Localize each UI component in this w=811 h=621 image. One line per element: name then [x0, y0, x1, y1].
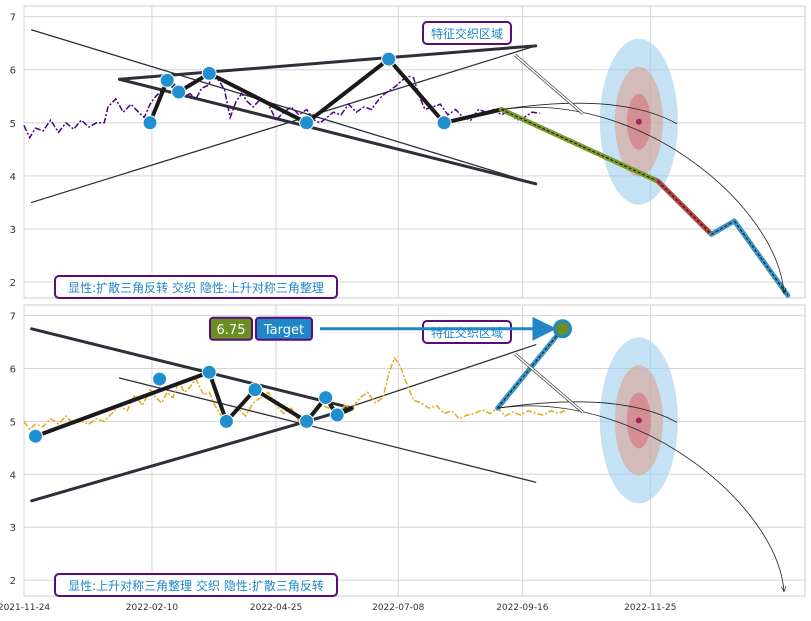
pivot-point — [152, 371, 168, 387]
x-tick-label: 2022-02-10 — [126, 603, 179, 613]
x-tick-label: 2022-09-16 — [496, 603, 549, 613]
y-tick-label: 2 — [10, 576, 16, 587]
target-point — [552, 319, 572, 339]
pattern-label-box — [54, 573, 338, 597]
pattern-label-box — [54, 275, 338, 299]
pivot-point — [201, 65, 217, 81]
forecast-dash — [657, 180, 712, 235]
pivot-point — [381, 51, 397, 67]
pattern-label: 显性:上升对称三角整理 交织 隐性:扩散三角反转 — [68, 578, 324, 593]
pattern-boundary-thick — [30, 406, 354, 503]
pivot-point — [142, 115, 158, 131]
pivot-point — [436, 115, 452, 131]
target-label-box — [255, 316, 313, 341]
y-tick-label: 7 — [10, 312, 16, 323]
y-tick-label: 4 — [10, 470, 16, 481]
y-tick-label: 3 — [10, 225, 16, 236]
y-tick-label: 6 — [10, 364, 16, 375]
y-tick-label: 5 — [10, 417, 16, 428]
target-value-box — [209, 316, 253, 341]
forecast-dash — [501, 109, 659, 182]
curve-arrow-long — [497, 405, 784, 592]
pivot-point — [299, 115, 315, 131]
pattern-boundary-thick — [30, 327, 354, 410]
pivot-point — [159, 72, 175, 88]
pivot-point — [201, 364, 217, 380]
forecast-dash — [733, 220, 789, 296]
y-tick-label: 4 — [10, 172, 16, 183]
annotation-pointer — [514, 353, 584, 413]
curve-arrow-long — [501, 107, 784, 293]
pattern-boundary-thin — [30, 29, 537, 185]
pattern-boundary-thick — [117, 44, 538, 81]
curve-arrow-short — [501, 102, 678, 125]
annotation-box — [422, 320, 512, 344]
pivot-point — [247, 382, 263, 398]
y-tick-label: 6 — [10, 66, 16, 77]
pattern-boundary-thin — [30, 45, 537, 204]
annotation-label: 特征交织区域 — [431, 325, 503, 340]
x-tick-label: 2022-04-25 — [250, 603, 302, 613]
pivot-point — [318, 390, 334, 406]
x-tick-label: 2022-11-25 — [624, 603, 676, 613]
target-zone-center — [635, 417, 642, 424]
annotation-pointer — [514, 54, 584, 115]
pattern-label: 显性:扩散三角反转 交织 隐性:上升对称三角整理 — [68, 280, 324, 295]
pattern-boundary-thin — [118, 377, 537, 483]
target-value: 6.75 — [217, 323, 246, 338]
target-zone-center — [635, 118, 642, 125]
target-label: Target — [263, 323, 304, 338]
y-tick-label: 3 — [10, 523, 16, 534]
curve-arrow-short — [497, 401, 678, 423]
x-tick-label: 2021-11-24 — [0, 603, 50, 613]
pivot-point — [299, 413, 315, 429]
forecast-dash — [711, 220, 735, 235]
annotation-box — [422, 21, 512, 45]
pivot-point — [329, 407, 345, 423]
y-tick-label: 5 — [10, 119, 16, 130]
plot-area — [23, 304, 806, 597]
y-tick-label: 7 — [10, 13, 16, 24]
pivot-point — [218, 413, 234, 429]
pivot-point — [27, 428, 43, 444]
pivot-point — [171, 84, 187, 100]
pattern-boundary-thin — [305, 344, 537, 423]
pattern-boundary-thick — [117, 77, 538, 186]
annotation-label: 特征交织区域 — [431, 26, 503, 41]
x-tick-label: 2022-07-08 — [372, 603, 425, 613]
y-tick-label: 2 — [10, 278, 16, 289]
